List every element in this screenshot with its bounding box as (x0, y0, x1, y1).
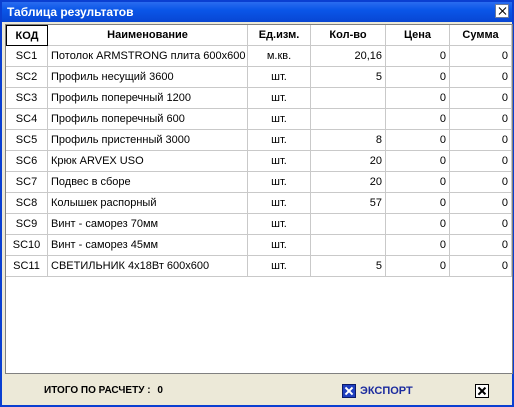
cell-qty[interactable]: 5 (311, 256, 386, 277)
total-label-text: ИТОГО ПО РАСЧЕТУ : (44, 385, 151, 396)
excel-export-icon (342, 384, 356, 398)
table-row[interactable]: SC3 Профиль поперечный 1200 шт. 0 0 (6, 88, 512, 109)
cell-code[interactable]: SC7 (6, 172, 48, 193)
cell-unit[interactable]: шт. (248, 214, 311, 235)
cell-price[interactable]: 0 (386, 46, 450, 67)
cell-price[interactable]: 0 (386, 235, 450, 256)
cell-sum[interactable]: 0 (450, 193, 512, 214)
cell-qty[interactable]: 57 (311, 193, 386, 214)
cell-code[interactable]: SC9 (6, 214, 48, 235)
table-row[interactable]: SC6 Крюк ARVEX USO шт. 20 0 0 (6, 151, 512, 172)
table-row[interactable]: SC9 Винт - саморез 70мм шт. 0 0 (6, 214, 512, 235)
cell-unit[interactable]: шт. (248, 235, 311, 256)
close-button[interactable] (475, 384, 489, 398)
cell-code[interactable]: SC11 (6, 256, 48, 277)
cell-sum[interactable]: 0 (450, 109, 512, 130)
cell-name[interactable]: Профиль несущий 3600 (48, 67, 248, 88)
results-table[interactable]: КОД Наименование Ед.изм. Кол-во Цена Сум… (5, 24, 513, 374)
cell-sum[interactable]: 0 (450, 130, 512, 151)
cell-code[interactable]: SC8 (6, 193, 48, 214)
header-sum[interactable]: Сумма (450, 25, 512, 46)
cell-price[interactable]: 0 (386, 214, 450, 235)
cell-qty[interactable]: 20 (311, 172, 386, 193)
cell-unit[interactable]: шт. (248, 130, 311, 151)
table-row[interactable]: SC5 Профиль пристенный 3000 шт. 8 0 0 (6, 130, 512, 151)
table-row[interactable]: SC2 Профиль несущий 3600 шт. 5 0 0 (6, 67, 512, 88)
cell-unit[interactable]: шт. (248, 67, 311, 88)
cell-name[interactable]: Крюк ARVEX USO (48, 151, 248, 172)
table-row[interactable]: SC10 Винт - саморез 45мм шт. 0 0 (6, 235, 512, 256)
cell-name[interactable]: Профиль поперечный 1200 (48, 88, 248, 109)
table-row[interactable]: SC8 Колышек распорный шт. 57 0 0 (6, 193, 512, 214)
window-title: Таблица результатов (7, 5, 134, 19)
cell-code[interactable]: SC5 (6, 130, 48, 151)
cell-sum[interactable]: 0 (450, 67, 512, 88)
cell-code[interactable]: SC3 (6, 88, 48, 109)
export-button[interactable]: ЭКСПОРТ (342, 383, 413, 399)
cell-qty[interactable] (311, 109, 386, 130)
cell-sum[interactable]: 0 (450, 256, 512, 277)
cell-sum[interactable]: 0 (450, 172, 512, 193)
table-row[interactable]: SC4 Профиль поперечный 600 шт. 0 0 (6, 109, 512, 130)
cell-price[interactable]: 0 (386, 256, 450, 277)
cell-qty[interactable]: 8 (311, 130, 386, 151)
table-row[interactable]: SC7 Подвес в сборе шт. 20 0 0 (6, 172, 512, 193)
cell-qty[interactable]: 20,16 (311, 46, 386, 67)
cell-name[interactable]: Колышек распорный (48, 193, 248, 214)
cell-sum[interactable]: 0 (450, 46, 512, 67)
cell-name[interactable]: Профиль пристенный 3000 (48, 130, 248, 151)
cell-code[interactable]: SC1 (6, 46, 48, 67)
cell-qty[interactable] (311, 88, 386, 109)
cell-price[interactable]: 0 (386, 172, 450, 193)
table-row[interactable]: SC1 Потолок ARMSTRONG плита 600x600 м.кв. 2… (6, 46, 512, 67)
cell-unit[interactable]: шт. (248, 256, 311, 277)
header-name[interactable]: Наименование (48, 25, 248, 46)
table-row[interactable]: SC11 СВЕТИЛЬНИК 4x18Вт 600x600 шт. 5 0 0 (6, 256, 512, 277)
total-value: 0 (157, 385, 163, 396)
cell-code[interactable]: SC6 (6, 151, 48, 172)
cell-sum[interactable]: 0 (450, 88, 512, 109)
header-code[interactable]: КОД (6, 25, 48, 46)
cell-price[interactable]: 0 (386, 151, 450, 172)
cell-unit[interactable]: шт. (248, 109, 311, 130)
cell-qty[interactable] (311, 214, 386, 235)
cell-name[interactable]: Профиль поперечный 600 (48, 109, 248, 130)
cell-unit[interactable]: шт. (248, 88, 311, 109)
cell-price[interactable]: 0 (386, 67, 450, 88)
cell-name[interactable]: Подвес в сборе (48, 172, 248, 193)
cell-qty[interactable]: 20 (311, 151, 386, 172)
cell-qty[interactable] (311, 235, 386, 256)
cell-price[interactable]: 0 (386, 130, 450, 151)
cell-price[interactable]: 0 (386, 109, 450, 130)
cell-qty[interactable]: 5 (311, 67, 386, 88)
cell-code[interactable]: SC4 (6, 109, 48, 130)
total-label: ИТОГО ПО РАСЧЕТУ : 0 (44, 385, 163, 396)
footer-divider (5, 373, 513, 374)
title-bar[interactable]: Таблица результатов (2, 2, 512, 22)
cell-sum[interactable]: 0 (450, 235, 512, 256)
cell-code[interactable]: SC10 (6, 235, 48, 256)
cell-unit[interactable]: м.кв. (248, 46, 311, 67)
cell-unit[interactable]: шт. (248, 172, 311, 193)
cell-price[interactable]: 0 (386, 193, 450, 214)
header-unit[interactable]: Ед.изм. (248, 25, 311, 46)
cell-name[interactable]: СВЕТИЛЬНИК 4x18Вт 600x600 (48, 256, 248, 277)
cell-name[interactable]: Потолок ARMSTRONG плита 600x600 (48, 46, 248, 67)
cell-sum[interactable]: 0 (450, 214, 512, 235)
export-label: ЭКСПОРТ (360, 385, 413, 397)
cell-price[interactable]: 0 (386, 88, 450, 109)
cell-code[interactable]: SC2 (6, 67, 48, 88)
header-price[interactable]: Цена (386, 25, 450, 46)
window-close-button[interactable] (495, 4, 509, 18)
cell-sum[interactable]: 0 (450, 151, 512, 172)
table-header-row: КОД Наименование Ед.изм. Кол-во Цена Сум… (6, 25, 512, 46)
cell-name[interactable]: Винт - саморез 45мм (48, 235, 248, 256)
cell-unit[interactable]: шт. (248, 151, 311, 172)
header-qty[interactable]: Кол-во (311, 25, 386, 46)
cell-name[interactable]: Винт - саморез 70мм (48, 214, 248, 235)
cell-unit[interactable]: шт. (248, 193, 311, 214)
